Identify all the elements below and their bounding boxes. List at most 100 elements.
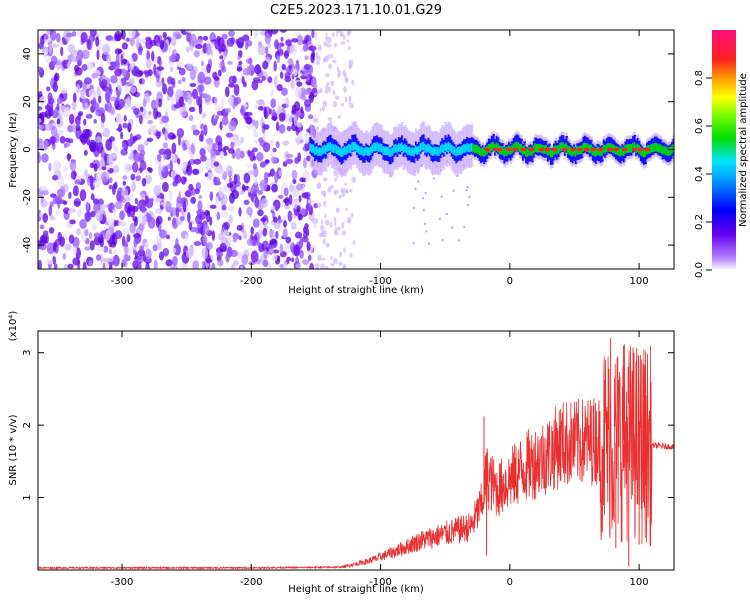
noise-blob <box>309 91 315 103</box>
noise-blob <box>197 200 203 212</box>
noise-blob <box>88 88 96 98</box>
noise-blob <box>304 55 309 61</box>
signal-peak <box>351 142 354 151</box>
noise-blob <box>106 153 114 165</box>
noise-blob <box>227 205 235 212</box>
noise-blob <box>162 83 168 95</box>
signal-peak <box>453 146 457 156</box>
noise-blob <box>212 142 217 152</box>
noise-blob <box>65 223 72 228</box>
signal-peak <box>340 148 343 158</box>
noise-blob <box>65 106 71 118</box>
noise-blob <box>68 191 72 200</box>
noise-blob <box>74 179 81 185</box>
noise-blob <box>60 87 67 94</box>
noise-blob <box>346 217 350 224</box>
noise-blob <box>79 134 88 143</box>
noise-blob <box>83 149 88 156</box>
noise-blob <box>184 233 189 242</box>
signal-peak <box>664 146 668 156</box>
noise-blob <box>239 190 245 196</box>
signal-peak <box>439 145 443 154</box>
noise-blob <box>256 79 263 84</box>
snr-xtick-label: 100 <box>630 577 649 588</box>
signal-max <box>544 147 551 152</box>
signal-peak <box>383 146 387 156</box>
noise-blob <box>188 106 196 112</box>
noise-blob <box>189 69 197 81</box>
noise-blob <box>150 99 157 110</box>
signal-peak <box>390 148 393 157</box>
colorbar-tick-label: 0.0 <box>694 262 705 278</box>
signal-peak <box>455 147 458 157</box>
noise-blob <box>142 214 148 226</box>
signal-peak <box>470 143 474 152</box>
noise-blob <box>136 201 143 209</box>
signal-max <box>644 147 651 152</box>
noise-blob <box>185 46 190 53</box>
noise-blob <box>129 132 134 144</box>
signal-max <box>551 147 558 152</box>
noise-blob <box>233 97 239 107</box>
noise-blob <box>53 109 57 118</box>
noise-blob <box>191 88 198 100</box>
noise-blob <box>324 213 327 219</box>
signal-peak <box>374 142 378 152</box>
noise-blob <box>282 140 290 146</box>
noise-blob <box>39 185 47 192</box>
noise-blob <box>256 99 264 105</box>
noise-blob <box>296 136 301 145</box>
noise-blob <box>301 259 310 265</box>
noise-blob <box>236 67 243 72</box>
noise-blob <box>162 31 167 39</box>
noise-blob <box>111 233 116 245</box>
noise-blob <box>294 85 302 98</box>
noise-blob <box>170 134 177 140</box>
signal-max <box>576 147 583 152</box>
noise-blob <box>343 247 346 253</box>
noise-blob <box>38 118 42 124</box>
noise-blob <box>224 86 230 98</box>
noise-blob <box>170 35 177 47</box>
trail-dot <box>435 165 439 168</box>
signal-peak <box>625 144 629 153</box>
noise-blob <box>173 103 181 109</box>
noise-blob <box>144 113 151 120</box>
noise-blob <box>276 55 281 63</box>
noise-blob <box>257 190 264 196</box>
noise-blob <box>267 172 272 177</box>
noise-blob <box>108 184 113 190</box>
noise-blob <box>134 217 138 227</box>
noise-blob <box>38 66 43 73</box>
noise-blob <box>157 98 163 108</box>
noise-blob <box>203 144 211 152</box>
noise-blob <box>286 125 292 132</box>
signal-peak <box>324 145 328 155</box>
spectrogram-ytick-label: 0 <box>22 146 33 152</box>
noise-blob <box>108 224 115 235</box>
snr-line <box>38 344 674 570</box>
noise-blob <box>109 177 113 184</box>
signal-peak <box>629 144 632 153</box>
trail-dot <box>424 191 427 195</box>
signal-peak <box>644 148 648 157</box>
noise-blob <box>239 265 244 269</box>
noise-blob <box>307 114 314 120</box>
signal-peak <box>396 144 399 154</box>
colorbar-label: Normalized spectral amplitude <box>738 73 749 227</box>
noise-blob <box>351 79 354 86</box>
noise-blob <box>104 103 109 112</box>
signal-peak <box>461 145 464 154</box>
signal-peak <box>565 142 568 152</box>
noise-blob <box>199 86 203 98</box>
noise-blob <box>330 262 335 267</box>
noise-blob <box>78 111 84 117</box>
noise-blob <box>187 211 191 223</box>
signal-max <box>631 147 638 152</box>
signal-peak <box>490 142 494 152</box>
noise-blob <box>255 120 259 129</box>
noise-blob <box>304 141 311 151</box>
noise-blob <box>44 123 53 131</box>
